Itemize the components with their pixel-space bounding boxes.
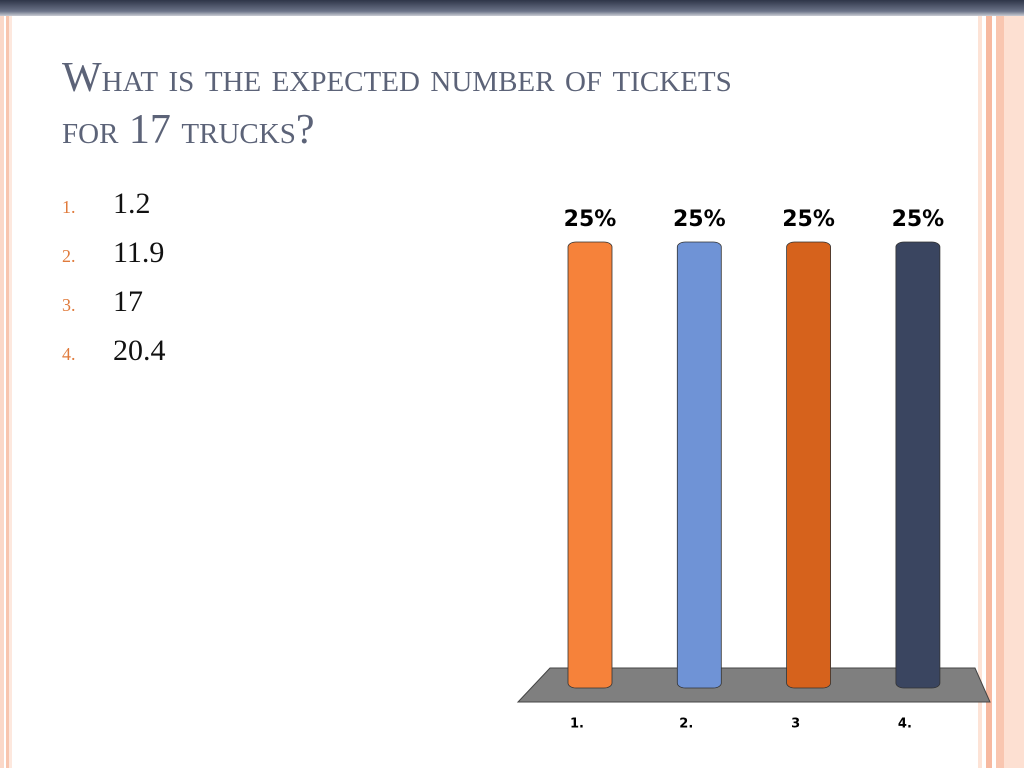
top-bar — [0, 0, 1024, 16]
x-tick-label: 3 — [791, 717, 800, 732]
item-text: 17 — [113, 285, 143, 318]
bar — [895, 241, 941, 689]
answer-item: 4. 20.4 — [62, 334, 166, 368]
item-number: 4. — [62, 344, 76, 364]
slide-title: What is the expected number of tickets f… — [62, 55, 732, 153]
value-label: 25% — [564, 207, 617, 232]
x-tick-label: 4. — [898, 717, 912, 732]
bar — [676, 241, 722, 689]
right-border — [978, 16, 1024, 768]
item-text: 11.9 — [113, 236, 165, 269]
item-text: 1.2 — [113, 187, 151, 220]
item-number: 2. — [62, 246, 76, 266]
item-number: 1. — [62, 197, 76, 217]
chart-floor — [516, 667, 991, 703]
value-label: 25% — [673, 207, 726, 232]
answer-item: 3. 17 — [62, 285, 143, 319]
bar — [786, 241, 831, 689]
x-tick-label: 1. — [570, 717, 584, 732]
answer-item: 2. 11.9 — [62, 236, 164, 270]
item-number: 3. — [62, 295, 76, 315]
value-label: 25% — [892, 207, 945, 232]
answer-item: 1. 1.2 — [62, 187, 151, 221]
value-label: 25% — [782, 207, 835, 232]
bar — [567, 241, 613, 689]
item-text: 20.4 — [113, 334, 166, 367]
left-border — [0, 16, 12, 768]
x-tick-label: 2. — [679, 717, 693, 732]
